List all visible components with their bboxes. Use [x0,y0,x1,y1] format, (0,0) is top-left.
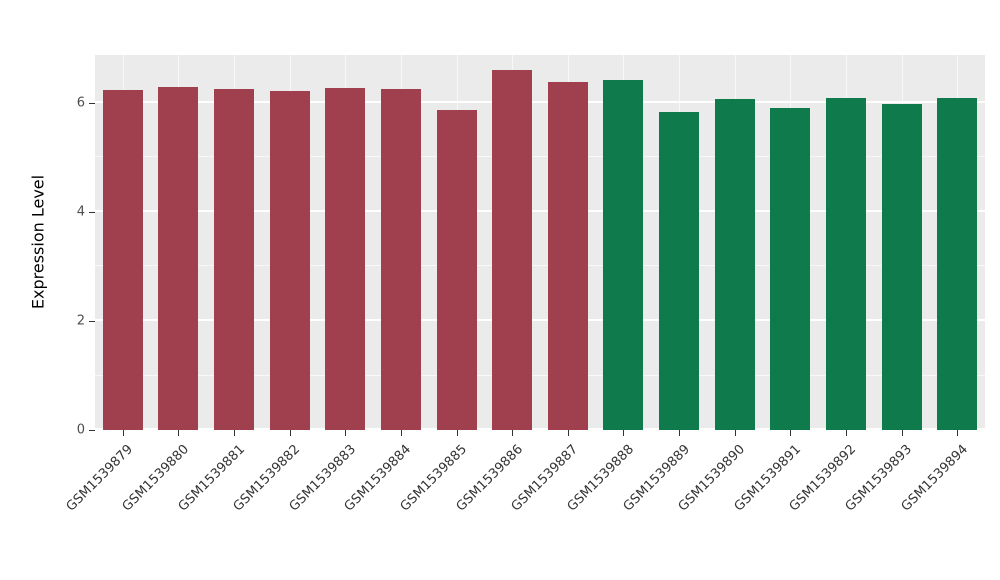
y-tick-label: 0 [76,422,85,438]
y-tick-mark [89,320,95,322]
bar-GSM1539881 [214,88,255,430]
bar-GSM1539883 [325,87,366,430]
y-tick-label: 2 [76,313,85,329]
major-gridline [95,319,985,321]
major-gridline [95,209,985,212]
bar-GSM1539893 [881,103,922,430]
y-tick-mark [89,211,95,213]
bar-GSM1539885 [436,110,477,430]
x-tick-mark [623,430,625,436]
x-tick-mark [567,430,569,436]
y-tick-mark [89,102,95,104]
x-tick-mark [400,430,402,436]
x-tick-mark [679,430,681,436]
minor-gridline [95,374,985,376]
x-tick-mark [178,430,180,436]
bar-GSM1539887 [547,82,588,430]
x-tick-mark [734,430,736,436]
bar-GSM1539892 [825,97,866,430]
x-tick-mark [456,430,458,436]
bar-GSM1539879 [102,89,143,430]
major-gridline [95,428,985,430]
bar-GSM1539894 [937,97,978,430]
major-gridline [95,100,985,103]
x-tick-mark [512,430,514,436]
bar-GSM1539889 [659,112,700,430]
minor-gridline [95,265,985,267]
x-tick-mark [901,430,903,436]
x-tick-mark [790,430,792,436]
bar-GSM1539888 [603,80,644,430]
bar-GSM1539891 [770,107,811,430]
minor-gridline [95,156,985,158]
x-tick-mark [957,430,959,436]
x-tick-mark [122,430,124,436]
x-tick-mark [345,430,347,436]
y-tick-label: 4 [76,204,85,220]
bar-GSM1539886 [492,70,533,430]
bar-GSM1539882 [269,90,310,430]
plot-panel [95,55,985,430]
bar-GSM1539890 [714,98,755,430]
x-tick-mark [845,430,847,436]
bar-GSM1539880 [158,86,199,430]
x-tick-mark [289,430,291,436]
y-tick-mark [89,430,95,431]
x-tick-mark [234,430,236,436]
bar-GSM1539884 [380,88,421,430]
y-axis-title: Expression Level [28,174,48,310]
y-tick-label: 6 [76,95,85,111]
